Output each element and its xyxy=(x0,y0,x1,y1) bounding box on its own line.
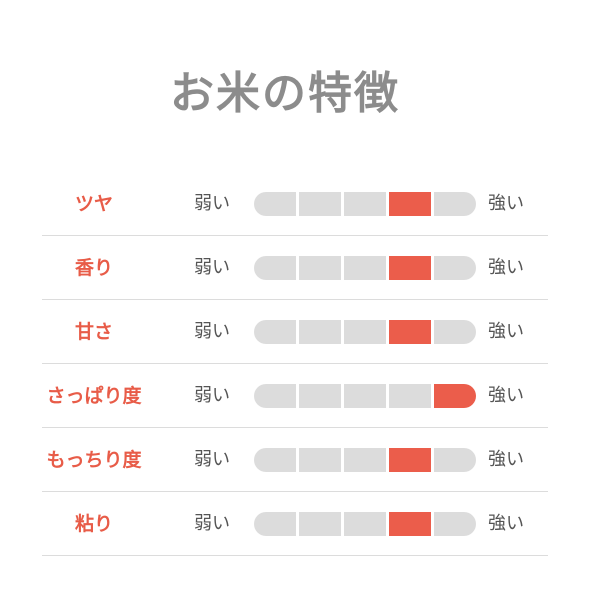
attribute-row: 甘さ 弱い 強い xyxy=(42,300,548,364)
level-segment xyxy=(434,320,476,344)
level-segment-active xyxy=(389,192,431,216)
level-segment-active xyxy=(389,448,431,472)
level-segment xyxy=(299,192,341,216)
level-bar xyxy=(254,192,476,216)
level-segment xyxy=(434,256,476,280)
strong-label: 強い xyxy=(488,449,524,470)
level-segment xyxy=(299,320,341,344)
rice-characteristics-list: ツヤ 弱い 強い 香り 弱い 強い 甘さ 弱い xyxy=(42,172,548,556)
strong-label: 強い xyxy=(488,385,524,406)
level-segment-active xyxy=(389,256,431,280)
attribute-label: さっぱり度 xyxy=(46,385,142,407)
weak-label: 弱い xyxy=(194,321,230,342)
level-segment xyxy=(344,448,386,472)
attribute-label: 粘り xyxy=(74,513,113,535)
level-segment xyxy=(344,384,386,408)
attribute-row: 粘り 弱い 強い xyxy=(42,492,548,556)
level-segment xyxy=(434,512,476,536)
strong-label: 強い xyxy=(488,321,524,342)
level-segment xyxy=(254,512,296,536)
attribute-row: さっぱり度 弱い 強い xyxy=(42,364,548,428)
attribute-row: 香り 弱い 強い xyxy=(42,236,548,300)
level-bar xyxy=(254,256,476,280)
level-segment xyxy=(389,384,431,408)
level-segment xyxy=(299,256,341,280)
level-segment xyxy=(254,256,296,280)
level-segment xyxy=(344,256,386,280)
level-segment xyxy=(254,192,296,216)
weak-label: 弱い xyxy=(194,193,230,214)
strong-label: 強い xyxy=(488,513,524,534)
level-segment xyxy=(299,448,341,472)
weak-label: 弱い xyxy=(194,257,230,278)
attribute-row: ツヤ 弱い 強い xyxy=(42,172,548,236)
level-segment-active xyxy=(389,320,431,344)
level-bar xyxy=(254,512,476,536)
level-segment xyxy=(434,192,476,216)
level-bar xyxy=(254,448,476,472)
weak-label: 弱い xyxy=(194,385,230,406)
attribute-row: もっちり度 弱い 強い xyxy=(42,428,548,492)
strong-label: 強い xyxy=(488,257,524,278)
level-segment-active xyxy=(389,512,431,536)
level-segment-active xyxy=(434,384,476,408)
level-segment xyxy=(434,448,476,472)
page-title: お米の特徴 xyxy=(170,68,400,119)
level-segment xyxy=(254,384,296,408)
attribute-label: 甘さ xyxy=(74,321,113,343)
level-segment xyxy=(299,512,341,536)
weak-label: 弱い xyxy=(194,449,230,470)
attribute-label: 香り xyxy=(74,257,113,279)
level-segment xyxy=(299,384,341,408)
level-segment xyxy=(344,320,386,344)
weak-label: 弱い xyxy=(194,513,230,534)
level-bar xyxy=(254,384,476,408)
level-segment xyxy=(344,192,386,216)
level-segment xyxy=(344,512,386,536)
attribute-label: もっちり度 xyxy=(46,449,142,471)
attribute-label: ツヤ xyxy=(74,193,113,215)
level-bar xyxy=(254,320,476,344)
strong-label: 強い xyxy=(488,193,524,214)
level-segment xyxy=(254,448,296,472)
level-segment xyxy=(254,320,296,344)
